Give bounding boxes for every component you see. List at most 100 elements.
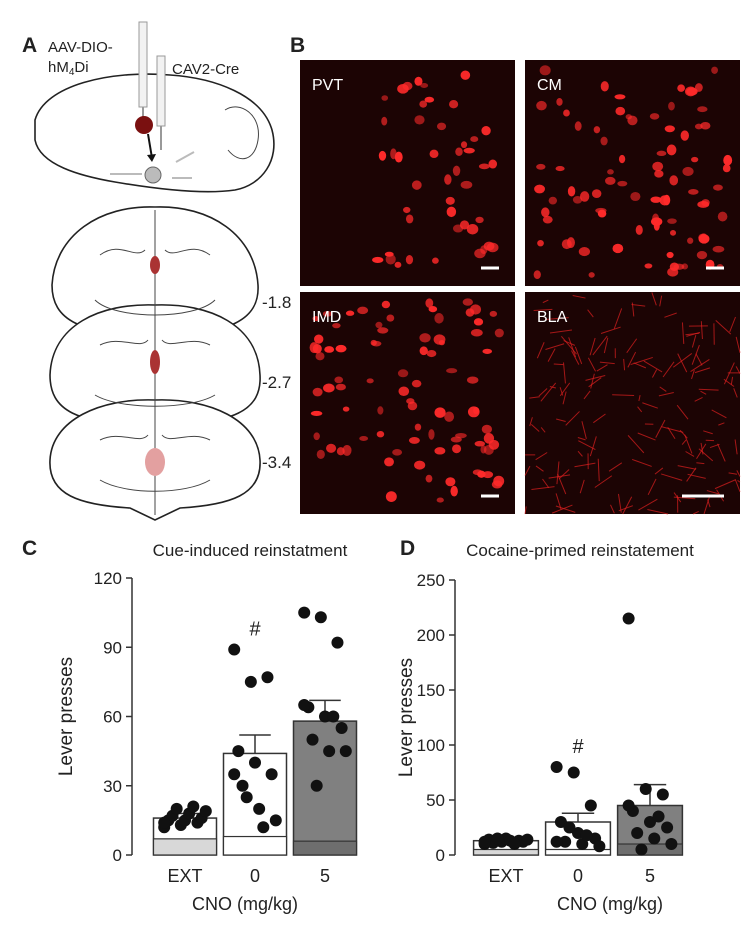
data-point xyxy=(563,821,576,834)
cell xyxy=(434,447,446,455)
fiber xyxy=(577,437,586,441)
data-point xyxy=(639,783,652,795)
cell xyxy=(556,97,563,106)
fiber xyxy=(667,427,676,439)
data-point xyxy=(257,821,270,834)
virus-sub: 4 xyxy=(69,67,75,78)
cell xyxy=(680,130,689,141)
fiber xyxy=(728,472,738,475)
cell xyxy=(667,218,677,224)
cell xyxy=(686,87,698,96)
data-point xyxy=(554,816,567,828)
cell xyxy=(436,497,444,503)
fiber xyxy=(587,309,594,318)
fiber xyxy=(558,469,570,480)
fiber xyxy=(590,373,595,389)
cell xyxy=(574,121,582,131)
fiber xyxy=(717,443,726,462)
cell xyxy=(375,321,383,329)
fiber xyxy=(681,322,685,344)
data-point xyxy=(261,671,274,684)
cell xyxy=(414,460,426,470)
fiber xyxy=(651,292,657,306)
data-point xyxy=(508,838,521,850)
fiber xyxy=(631,458,652,467)
fiber xyxy=(533,308,553,312)
fiber xyxy=(545,343,565,351)
fiber xyxy=(691,344,700,365)
cell xyxy=(482,471,494,479)
cell xyxy=(411,379,422,388)
fiber xyxy=(735,336,741,353)
cell xyxy=(682,166,694,176)
fiber xyxy=(662,361,675,378)
fiber xyxy=(551,504,573,514)
fiber xyxy=(549,329,573,334)
fiber xyxy=(655,419,666,438)
fiber xyxy=(589,337,596,356)
fiber xyxy=(568,337,577,358)
fiber xyxy=(659,386,667,392)
cell xyxy=(722,164,731,173)
cell xyxy=(466,223,479,235)
fiber xyxy=(714,479,736,490)
cell xyxy=(627,115,638,126)
cell xyxy=(332,323,341,329)
micrograph xyxy=(525,60,740,286)
virus-label: AAV-DIO- xyxy=(48,39,113,56)
data-point xyxy=(170,802,183,815)
cell xyxy=(397,369,409,378)
cell xyxy=(357,306,369,315)
cell xyxy=(470,136,479,143)
cell xyxy=(652,213,660,224)
data-point xyxy=(228,643,241,656)
data-point xyxy=(339,745,352,758)
x-tick-label: 5 xyxy=(320,866,330,886)
cell xyxy=(712,245,725,253)
fiber xyxy=(588,377,602,388)
fiber xyxy=(535,465,544,472)
x-axis-label: CNO (mg/kg) xyxy=(192,894,298,914)
cell xyxy=(452,165,461,176)
cell xyxy=(376,430,385,438)
cell xyxy=(316,449,325,459)
cell xyxy=(312,387,323,397)
cell xyxy=(419,100,428,108)
cell xyxy=(666,251,674,259)
cell xyxy=(644,263,653,269)
fiber xyxy=(630,356,653,366)
fiber xyxy=(651,369,658,378)
cell xyxy=(489,310,498,317)
cell xyxy=(403,206,411,214)
cell xyxy=(414,423,422,431)
fiber xyxy=(585,374,606,381)
fiber xyxy=(691,335,697,348)
fiber xyxy=(698,448,714,462)
fiber xyxy=(555,493,562,510)
cell xyxy=(541,207,550,218)
brain-diagram xyxy=(34,21,275,521)
data-point xyxy=(269,814,282,827)
cell xyxy=(572,195,583,204)
cell xyxy=(472,469,483,476)
data-point xyxy=(656,788,669,801)
cell xyxy=(384,457,394,467)
cell xyxy=(474,440,486,447)
cell xyxy=(630,191,641,202)
data-point xyxy=(199,805,212,818)
data-point xyxy=(244,675,257,688)
cell xyxy=(408,436,420,444)
fiber xyxy=(660,473,683,481)
annotation: # xyxy=(572,736,584,758)
fiber xyxy=(685,332,700,336)
cell xyxy=(542,215,553,224)
data-point xyxy=(559,835,572,848)
data-point xyxy=(236,779,249,792)
cell xyxy=(533,270,541,280)
fiber xyxy=(691,369,695,380)
cell xyxy=(481,424,493,434)
cell xyxy=(324,346,335,353)
fiber xyxy=(638,498,658,511)
cell xyxy=(445,477,456,487)
